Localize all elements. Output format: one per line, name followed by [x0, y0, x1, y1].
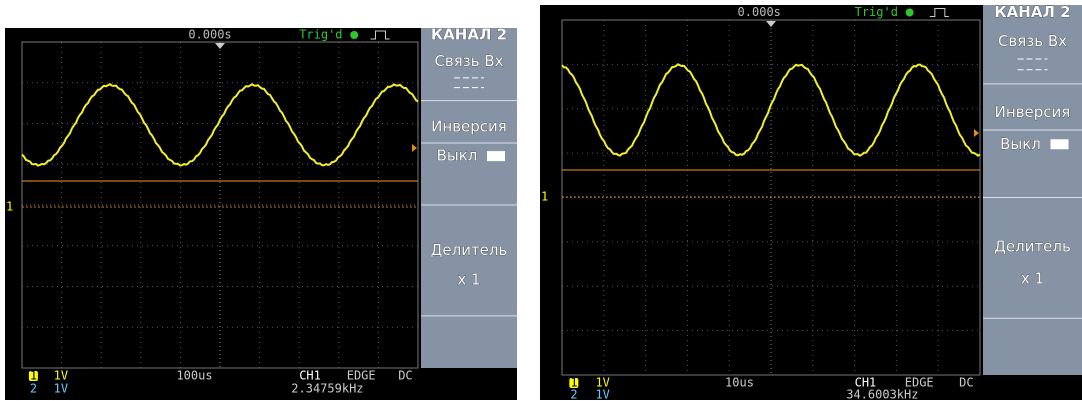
ch1-icon: 1: [30, 369, 37, 383]
menu-panel: [421, 28, 517, 368]
menu-label: Связь Вх: [434, 52, 503, 70]
menu-value: x 1: [1021, 270, 1044, 288]
trigger-source: CH1: [299, 369, 321, 383]
menu-label: Делитель: [994, 238, 1071, 256]
menu-value: Выкл: [1000, 135, 1041, 153]
timebase: 10us: [725, 376, 754, 390]
menu-title: КАНАЛ 2: [431, 26, 507, 44]
ch2-scale: 1V: [54, 382, 68, 396]
trigger-led: [350, 31, 358, 39]
frequency: 2.34759kHz: [291, 382, 363, 396]
invert-icon: [1051, 139, 1069, 149]
menu-value: x 1: [457, 270, 480, 288]
ch1-scale: 1V: [54, 369, 68, 383]
time-offset: 0.000s: [738, 5, 781, 19]
trigger-type: EDGE: [347, 369, 376, 383]
time-offset: 0.000s: [188, 28, 231, 42]
screenshot: 1 0.000s Trig'd КАНАЛ 2 Связь Вх Инверсия Выкл…: [0, 0, 1082, 401]
scope-screen: 1 0.000s Trig'd КАНАЛ 2 Связь Вх Инверсия Выкл…: [5, 26, 517, 401]
menu-label: Связь Вх: [998, 32, 1067, 50]
menu-value: Выкл: [437, 147, 478, 165]
timebase: 100us: [176, 369, 212, 383]
trigger-coupling: DC: [398, 369, 412, 383]
trigger-status: Trig'd: [855, 5, 898, 19]
frequency: 34.6003kHz: [846, 388, 918, 401]
trigger-status: Trig'd: [299, 28, 342, 42]
menu-label: Инверсия: [431, 117, 507, 135]
invert-icon: [487, 151, 505, 161]
menu-title: КАНАЛ 2: [994, 3, 1070, 21]
menu-label: Инверсия: [995, 103, 1071, 121]
trigger-coupling: DC: [959, 376, 973, 390]
menu-panel: [983, 5, 1082, 375]
ch2-icon: 2: [30, 382, 37, 396]
ch2-icon: 2: [570, 388, 577, 401]
channel-marker: 1: [541, 190, 548, 204]
scope-screen: 1 0.000s Trig'd КАНАЛ 2 Связь Вх Инверсия Выкл…: [540, 3, 1082, 401]
channel-marker: 1: [6, 200, 13, 214]
ch2-scale: 1V: [595, 388, 609, 401]
menu-label: Делитель: [431, 241, 508, 259]
trigger-led: [906, 9, 914, 17]
